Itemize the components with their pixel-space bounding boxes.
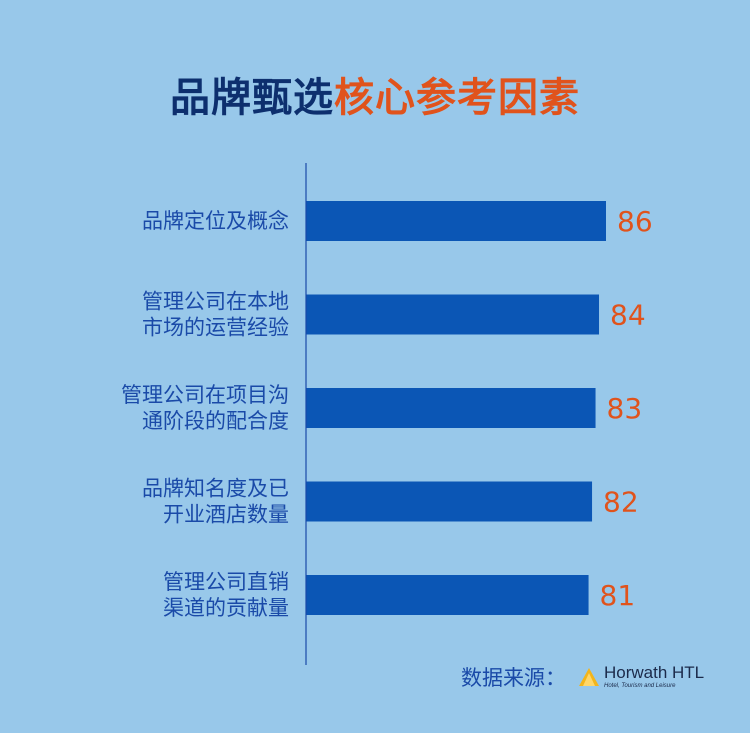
- category-label-5-line-2: 渠道的贡献量: [163, 596, 289, 620]
- logo-name: Horwath HTL: [604, 663, 705, 682]
- bar-2: [306, 294, 600, 335]
- horwath-logo-icon: [579, 668, 599, 686]
- category-label-4-line-2: 开业酒店数量: [163, 503, 289, 527]
- category-label-3-line-2: 通阶段的配合度: [142, 409, 289, 433]
- title-part-2: 核心参考因素: [334, 75, 580, 121]
- category-label-3-line-1: 管理公司在项目沟: [121, 383, 289, 407]
- bar-1: [306, 201, 606, 241]
- value-label-3: 83: [607, 392, 643, 425]
- category-label-1-line-1: 品牌定位及概念: [142, 209, 289, 233]
- title-part-1: 品牌甄选: [170, 75, 334, 121]
- category-label-4-line-1: 品牌知名度及已: [142, 477, 289, 501]
- bar-3: [306, 388, 596, 428]
- bar-4: [306, 481, 593, 522]
- category-label-2-line-1: 管理公司在本地: [142, 290, 289, 314]
- chart-title: 品牌甄选核心参考因素: [0, 72, 750, 124]
- source-label: 数据来源：: [461, 666, 566, 690]
- value-label-4: 82: [603, 486, 639, 519]
- bar-5: [306, 575, 589, 615]
- value-label-1: 86: [617, 205, 653, 238]
- logo-subtitle: Hotel, Tourism and Leisure: [604, 683, 676, 689]
- value-label-5: 81: [600, 579, 636, 612]
- category-label-5-line-1: 管理公司直销: [163, 570, 289, 594]
- source-footer: 数据来源： Horwath HTL Hotel, Tourism and Lei…: [461, 660, 704, 694]
- category-label-2-line-2: 市场的运营经验: [142, 316, 289, 340]
- horwath-logo: Horwath HTL Hotel, Tourism and Leisure: [578, 664, 704, 690]
- value-label-2: 84: [610, 299, 646, 332]
